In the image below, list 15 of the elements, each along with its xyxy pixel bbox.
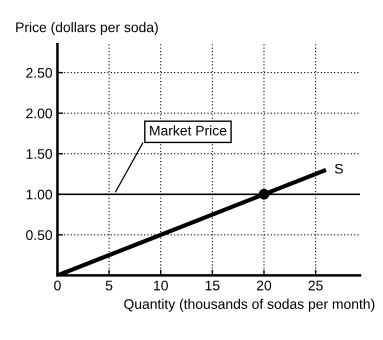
x-tick-label: 25 [308, 280, 323, 290]
y-axis-title: Price (dollars per soda) [16, 22, 158, 35]
y-tick-label: 0.50 [26, 230, 52, 240]
y-tick-label: 1.50 [26, 149, 52, 159]
x-tick-label: 20 [256, 280, 272, 290]
x-tick-label: 15 [206, 280, 220, 290]
x-tick-label: 5 [106, 280, 112, 290]
y-tick-label: 2.50 [26, 68, 52, 78]
x-tick-label: 10 [154, 280, 168, 290]
series-label: S [334, 164, 343, 174]
x-tick-label: 0 [54, 280, 61, 290]
x-axis-title: Quantity (thousands of sodas per month) [124, 298, 374, 312]
y-tick-label: 2.00 [26, 108, 52, 118]
annotation: Market Price [150, 125, 226, 136]
y-tick-label: 1.00 [26, 190, 52, 200]
